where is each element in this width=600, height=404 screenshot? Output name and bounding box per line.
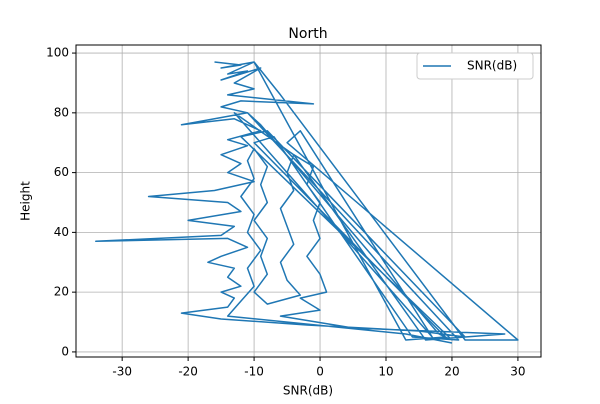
data-line [95,61,519,344]
legend-label: SNR(dB) [467,59,517,73]
x-tick-label: -10 [244,365,264,379]
x-tick-label: -20 [178,365,198,379]
y-tick-label: 100 [46,46,69,60]
y-tick-label: 60 [54,165,69,179]
y-tick-label: 20 [54,285,69,299]
y-tick-label: 0 [61,344,69,358]
x-tick-label: 20 [444,365,459,379]
plot-frame [75,44,542,358]
x-tick-label: 30 [510,365,525,379]
y-tick-label: 80 [54,105,69,119]
chart-title: North [288,26,327,42]
x-tick-label: -30 [112,365,132,379]
x-axis-label: SNR(dB) [283,384,333,398]
x-tick-label: 0 [316,365,324,379]
y-tick-label: 40 [54,225,69,239]
y-axis-label: Height [19,181,33,221]
legend-box [416,52,534,80]
x-tick-label: 10 [378,365,393,379]
